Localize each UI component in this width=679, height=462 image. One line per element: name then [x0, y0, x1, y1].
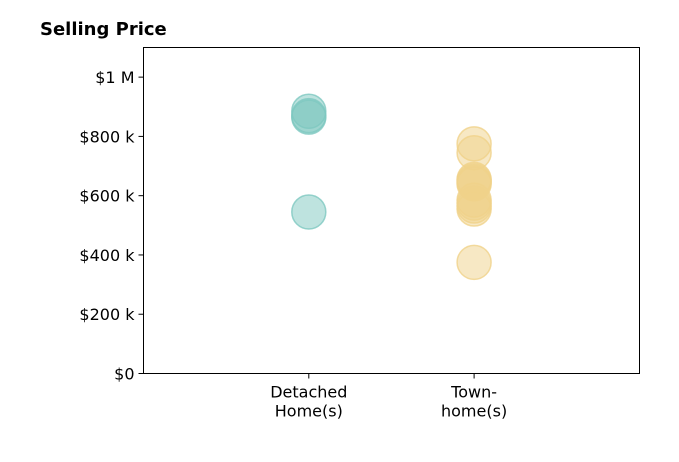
x-tick-label-line: home(s) — [441, 402, 507, 421]
data-point — [456, 191, 492, 227]
x-tick-label-line: Detached — [270, 383, 347, 402]
x-tick-label: Town-home(s) — [441, 383, 507, 421]
y-tick-label: $800 k — [79, 127, 135, 146]
y-tick-label: $1 M — [95, 68, 134, 87]
y-tick-label: $200 k — [79, 305, 135, 324]
data-point — [291, 194, 327, 230]
x-tick-label: Detached Home(s) — [270, 383, 347, 421]
y-tick-label: $0 — [114, 365, 134, 384]
points-layer — [291, 93, 492, 281]
data-point — [291, 99, 327, 135]
y-tick-label: $400 k — [79, 246, 135, 265]
y-axis: $0 $200 k $400 k $600 k $800 k $1 M — [79, 68, 144, 384]
x-axis: Detached Home(s) Town-home(s) — [270, 373, 507, 421]
x-tick-label-line: Home(s) — [275, 402, 343, 421]
x-tick-label-line: Town- — [450, 383, 497, 402]
y-tick-label: $600 k — [79, 187, 135, 206]
data-point — [456, 244, 492, 281]
plot-frame — [143, 47, 640, 374]
chart-title: Selling Price — [40, 19, 167, 40]
